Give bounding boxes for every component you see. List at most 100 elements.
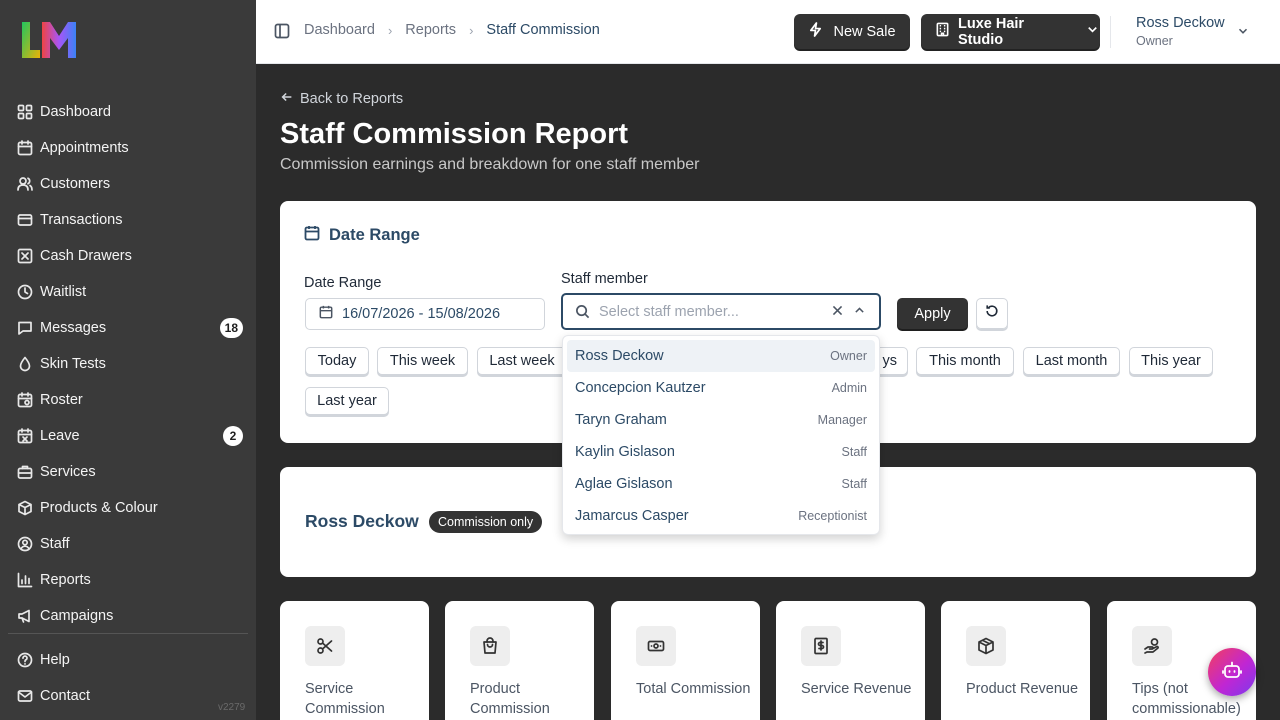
building-icon [935,22,950,41]
staff-option-name: Ross Deckow [575,348,664,364]
staff-option-ross-deckow[interactable]: Ross Deckow Owner [567,340,875,372]
sidebar-item-services[interactable]: Services [0,454,256,490]
sidebar-item-products-colour[interactable]: Products & Colour [0,490,256,526]
metric-label: Service Commission [305,681,385,717]
staff-option-role: Staff [841,477,867,491]
staff-option-taryn-graham[interactable]: Taryn Graham Manager [567,404,875,436]
user-name[interactable]: Ross Deckow [1136,15,1225,31]
staff-option-role: Receptionist [798,509,867,523]
staff-option-jamarcus-casper[interactable]: Jamarcus Casper Receptionist [567,500,875,532]
mail-icon [16,687,34,705]
preset-today-button[interactable]: Today [305,347,369,375]
date-range-card-title: Date Range [304,225,420,246]
sidebar-item-label: Roster [40,392,83,408]
staff-option-aglae-gislason[interactable]: Aglae Gislason Staff [567,468,875,500]
cash-drawer-icon [16,247,34,265]
back-to-reports-link[interactable]: Back to Reports [280,90,403,108]
user-role: Owner [1136,34,1173,48]
sidebar-item-customers[interactable]: Customers [0,166,256,202]
new-sale-button[interactable]: New Sale [794,14,910,49]
card-title-text: Date Range [329,226,420,244]
search-icon [575,304,591,320]
sidebar-item-dashboard[interactable]: Dashboard [0,94,256,130]
studio-selector-button[interactable]: Luxe Hair Studio [921,14,1100,49]
clear-selection-x-icon[interactable] [831,304,845,318]
staff-option-name: Kaylin Gislason [575,444,675,460]
preset-this-week-button[interactable]: This week [377,347,468,375]
preset-last-month-button[interactable]: Last month [1023,347,1120,375]
sidebar-item-messages[interactable]: Messages 18 [0,310,256,346]
sidebar-item-label: Services [40,464,96,480]
sidebar-item-leave[interactable]: Leave 2 [0,418,256,454]
sidebar-item-transactions[interactable]: Transactions [0,202,256,238]
sidebar-item-campaigns[interactable]: Campaigns [0,598,256,634]
help-circle-icon [16,651,34,669]
staff-option-role: Staff [841,445,867,459]
sidebar-item-cash-drawers[interactable]: Cash Drawers [0,238,256,274]
shopping-bag-icon [470,626,510,666]
metric-label: Total Commission [636,681,751,697]
breadcrumb-reports[interactable]: Reports [405,22,457,38]
dollar-receipt-icon [801,626,841,666]
arrow-left-icon [280,90,294,108]
sidebar: Dashboard Appointments Customers Transac… [0,0,256,720]
briefcase-icon [16,463,34,481]
metric-service-commission: Service Commission [280,601,429,720]
chevron-up-icon[interactable] [853,304,867,318]
metric-product-revenue: Product Revenue [941,601,1090,720]
receipt-icon [16,211,34,229]
bot-icon [1221,659,1243,686]
sidebar-item-waitlist[interactable]: Waitlist [0,274,256,310]
staff-option-name: Jamarcus Casper [575,508,689,524]
metric-product-commission: Product Commission [445,601,594,720]
sidebar-item-label: Dashboard [40,104,111,120]
user-menu-chevron-down-icon[interactable] [1236,24,1252,40]
ai-assistant-button[interactable] [1208,648,1256,696]
preset-this-year-button[interactable]: This year [1129,347,1213,375]
sidebar-item-label: Customers [40,176,111,192]
breadcrumb-dashboard[interactable]: Dashboard [304,22,375,38]
sidebar-item-appointments[interactable]: Appointments [0,130,256,166]
calendar-icon [16,139,34,157]
staff-option-kaylin-gislason[interactable]: Kaylin Gislason Staff [567,436,875,468]
calendar-icon [319,305,333,323]
staff-member-dropdown: Ross Deckow Owner Concepcion Kautzer Adm… [562,335,880,535]
sidebar-item-roster[interactable]: Roster [0,382,256,418]
sidebar-item-label: Messages [40,320,107,336]
sidebar-item-help[interactable]: Help [0,642,256,678]
staff-option-role: Admin [831,381,867,395]
hand-coins-icon [1132,626,1172,666]
date-range-input[interactable]: 16/07/2026 - 15/08/2026 [305,298,545,330]
lm-logo-icon[interactable] [22,22,76,58]
apply-button[interactable]: Apply [897,298,968,329]
reset-button[interactable] [976,298,1008,329]
chevron-down-icon [1085,22,1100,41]
sidebar-item-skin-tests[interactable]: Skin Tests [0,346,256,382]
staff-option-role: Owner [830,349,867,363]
staff-name: Ross Deckow [305,511,419,531]
page-title: Staff Commission Report [280,118,629,150]
megaphone-icon [16,607,34,625]
grid-icon [16,103,34,121]
staff-option-concepcion-kautzer[interactable]: Concepcion Kautzer Admin [567,372,875,404]
staff-member-select[interactable]: Select staff member... [561,293,881,330]
metric-total-commission: Total Commission [611,601,760,720]
sidebar-item-label: Waitlist [40,284,87,300]
preset-last-year-button[interactable]: Last year [305,387,389,415]
breadcrumb-current: Staff Commission [486,22,600,38]
chevron-right-icon: › [469,22,474,38]
sidebar-divider [8,633,248,634]
sidebar-item-reports[interactable]: Reports [0,562,256,598]
users-icon [16,175,34,193]
package-icon [16,499,34,517]
preset-last-week-button[interactable]: Last week [477,347,567,375]
staff-option-name: Aglae Gislason [575,476,673,492]
header-divider [1110,16,1111,48]
preset-this-month-button[interactable]: This month [916,347,1014,375]
sidebar-item-staff[interactable]: Staff [0,526,256,562]
sidebar-item-contact[interactable]: Contact [0,678,256,714]
roster-icon [16,391,34,409]
sidebar-toggle-icon[interactable] [274,23,292,41]
staff-search-placeholder: Select staff member... [599,303,739,320]
app-version: v2279 [218,702,246,713]
